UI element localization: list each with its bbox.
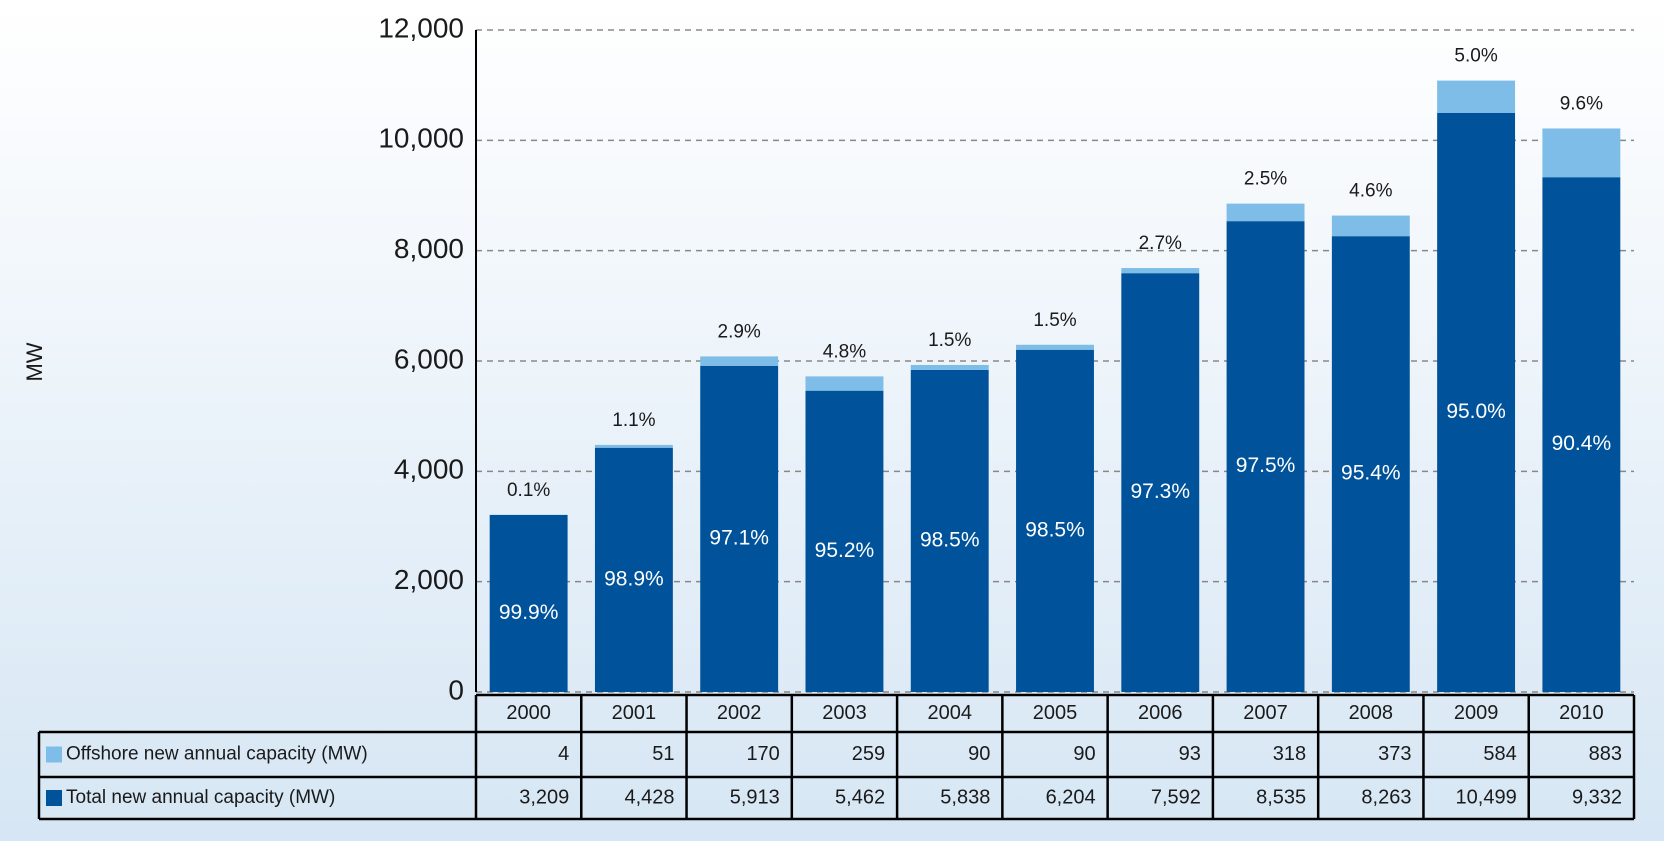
x-tick-label: 2004 <box>927 702 972 724</box>
bar-segment <box>1016 349 1094 692</box>
table-cell: 883 <box>1589 743 1622 765</box>
bar-segment <box>700 356 779 366</box>
bar-segment <box>1121 273 1200 692</box>
bar-segment <box>805 376 884 391</box>
table-cell: 90 <box>1073 743 1095 765</box>
share-label: 97.1% <box>709 526 769 549</box>
legend-label: Total new annual capacity (MW) <box>66 787 335 808</box>
x-tick-label: 2002 <box>717 702 762 724</box>
table-cell: 90 <box>968 743 990 765</box>
table-cell: 4 <box>558 743 569 765</box>
table-cell: 4,428 <box>624 786 674 808</box>
table-cell: 318 <box>1273 743 1306 765</box>
share-label: 95.2% <box>815 539 875 562</box>
bar-segment <box>489 514 568 692</box>
bar-segment <box>910 369 989 692</box>
x-tick-label: 2009 <box>1454 702 1499 724</box>
bar-segment <box>1226 203 1305 222</box>
share-label: 99.9% <box>499 601 559 624</box>
bar-segment <box>594 444 673 448</box>
share-label: 98.5% <box>920 529 980 552</box>
share-label: 98.9% <box>604 567 664 590</box>
legend-label: Offshore new annual capacity (MW) <box>66 744 368 765</box>
x-tick-label: 2001 <box>612 702 657 724</box>
x-tick-label: 2010 <box>1559 702 1604 724</box>
table-cell: 8,535 <box>1256 786 1306 808</box>
x-tick-label: 2006 <box>1138 702 1183 724</box>
table-cell: 373 <box>1378 743 1411 765</box>
share-label: 2.9% <box>718 321 761 342</box>
share-label: 1.1% <box>612 410 655 431</box>
y-tick-label: 10,000 <box>378 123 464 154</box>
bar-segment <box>1542 128 1621 178</box>
share-label: 4.6% <box>1349 181 1392 202</box>
bar-segment <box>1016 344 1094 350</box>
table-cell: 9,332 <box>1572 786 1622 808</box>
table-cell: 7,592 <box>1151 786 1201 808</box>
x-tick-label: 2005 <box>1033 702 1078 724</box>
bar-segment <box>1331 215 1410 237</box>
bar-segment <box>1331 236 1410 692</box>
x-tick-label: 2008 <box>1349 702 1394 724</box>
table-cell: 5,913 <box>730 786 780 808</box>
y-tick-label: 0 <box>448 674 464 705</box>
bar-segment <box>594 447 673 692</box>
bar-segment <box>700 365 779 692</box>
x-tick-label: 2000 <box>506 702 551 724</box>
table-cell: 3,209 <box>519 786 569 808</box>
share-label: 97.3% <box>1130 480 1190 503</box>
table-cell: 5,462 <box>835 786 885 808</box>
y-tick-label: 6,000 <box>394 343 464 374</box>
share-label: 0.1% <box>507 480 550 501</box>
y-tick-label: 12,000 <box>378 12 464 43</box>
table-cell: 8,263 <box>1361 786 1411 808</box>
share-label: 98.5% <box>1025 518 1085 541</box>
table-cell: 5,838 <box>940 786 990 808</box>
bar-segment <box>910 364 989 370</box>
table-cell: 10,499 <box>1456 786 1517 808</box>
share-label: 95.4% <box>1341 462 1401 485</box>
bar-segment <box>1121 268 1200 274</box>
table-cell: 51 <box>652 743 674 765</box>
table-cell: 93 <box>1179 743 1201 765</box>
share-label: 95.0% <box>1446 400 1506 423</box>
bar-segment <box>1542 177 1621 692</box>
x-tick-label: 2003 <box>822 702 867 724</box>
share-label: 1.5% <box>1033 310 1076 331</box>
table-cell: 6,204 <box>1046 786 1096 808</box>
bar-segment <box>1437 80 1516 113</box>
bar-segment <box>1437 112 1516 692</box>
x-tick-label: 2007 <box>1243 702 1288 724</box>
y-tick-label: 8,000 <box>394 233 464 264</box>
table-cell: 259 <box>852 743 885 765</box>
share-label: 2.5% <box>1244 169 1287 190</box>
table-cell: 584 <box>1483 743 1516 765</box>
share-label: 90.4% <box>1552 432 1612 455</box>
bar-segment <box>805 390 884 692</box>
legend-swatch <box>46 790 62 806</box>
share-label: 97.5% <box>1236 454 1296 477</box>
y-tick-label: 2,000 <box>394 564 464 595</box>
share-label: 1.5% <box>928 330 971 351</box>
share-label: 4.8% <box>823 341 866 362</box>
legend-swatch <box>46 746 62 763</box>
y-axis-label: MW <box>22 342 47 381</box>
share-label: 9.6% <box>1560 93 1603 114</box>
bar-segment <box>1226 221 1305 692</box>
table-cell: 170 <box>746 743 779 765</box>
share-label: 5.0% <box>1454 46 1497 67</box>
share-label: 2.7% <box>1139 233 1182 254</box>
y-tick-label: 4,000 <box>394 454 464 485</box>
